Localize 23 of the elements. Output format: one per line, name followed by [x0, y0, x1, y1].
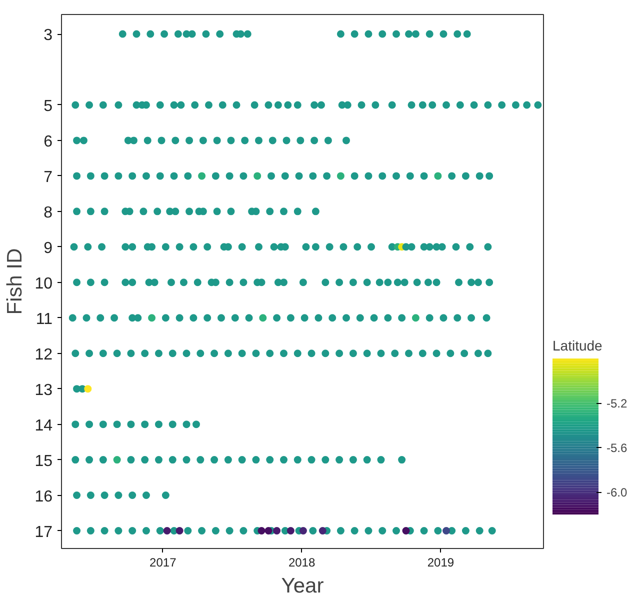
- x-tick-label: 2019: [427, 556, 454, 570]
- y-tick-label: 10: [34, 275, 53, 292]
- y-tick-label: 7: [44, 168, 53, 186]
- color-bar-label: -6.0: [606, 486, 628, 500]
- y-tick-label: 8: [44, 204, 53, 222]
- x-tick-label: 2017: [150, 556, 177, 570]
- y-tick-label: 16: [34, 488, 53, 506]
- y-tick-label: 3: [44, 27, 53, 44]
- color-bar-label: -5.6: [606, 441, 628, 456]
- y-tick-label: 9: [44, 240, 53, 257]
- y-tick-label: 14: [34, 417, 53, 434]
- y-tick-label: 17: [34, 524, 53, 541]
- y-tick-label: 11: [36, 310, 53, 328]
- color-bar-label: -5.2: [606, 396, 628, 411]
- y-axis-title: Fish ID: [4, 248, 27, 315]
- y-tick-label: 6: [44, 133, 53, 150]
- x-axis-title: Year: [281, 574, 324, 598]
- y-tick-label: 5: [44, 98, 53, 115]
- x-tick-label: 2018: [288, 556, 316, 570]
- color-bar-title: Latitude: [552, 338, 603, 354]
- y-tick-label: 12: [34, 346, 53, 364]
- y-tick-label: 13: [34, 382, 53, 399]
- y-tick-label: 15: [34, 452, 53, 470]
